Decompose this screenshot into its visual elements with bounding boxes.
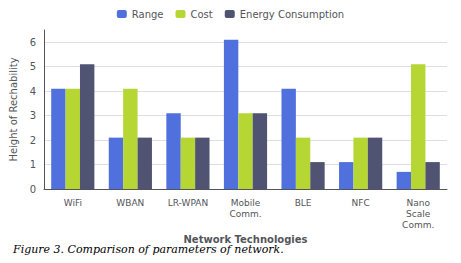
svg-text:Cost: Cost [191, 9, 213, 20]
svg-text:WiFi: WiFi [64, 198, 82, 208]
svg-text:Figure 3. Comparison of parame: Figure 3. Comparison of parameters of ne… [12, 243, 284, 256]
svg-text:Mobile: Mobile [231, 198, 261, 208]
svg-text:Nano: Nano [406, 198, 430, 208]
svg-text:6: 6 [30, 37, 36, 48]
svg-text:4: 4 [30, 86, 36, 97]
svg-text:Range: Range [132, 9, 164, 20]
svg-text:Scale: Scale [406, 209, 431, 219]
svg-text:1: 1 [30, 159, 36, 170]
svg-text:3: 3 [30, 110, 36, 121]
svg-text:2: 2 [30, 135, 36, 146]
svg-text:NFC: NFC [352, 198, 370, 208]
svg-text:BLE: BLE [295, 198, 312, 208]
svg-text:Comm.: Comm. [402, 220, 434, 230]
svg-text:WBAN: WBAN [116, 198, 144, 208]
svg-text:5: 5 [30, 61, 36, 72]
svg-text:LR-WPAN: LR-WPAN [168, 198, 208, 208]
svg-text:Comm.: Comm. [229, 209, 261, 219]
svg-text:Height of Rechability: Height of Rechability [8, 57, 19, 161]
svg-text:Energy Consumption: Energy Consumption [240, 9, 344, 20]
svg-text:0: 0 [30, 184, 36, 195]
svg-text:Network Technologies: Network Technologies [183, 234, 308, 246]
